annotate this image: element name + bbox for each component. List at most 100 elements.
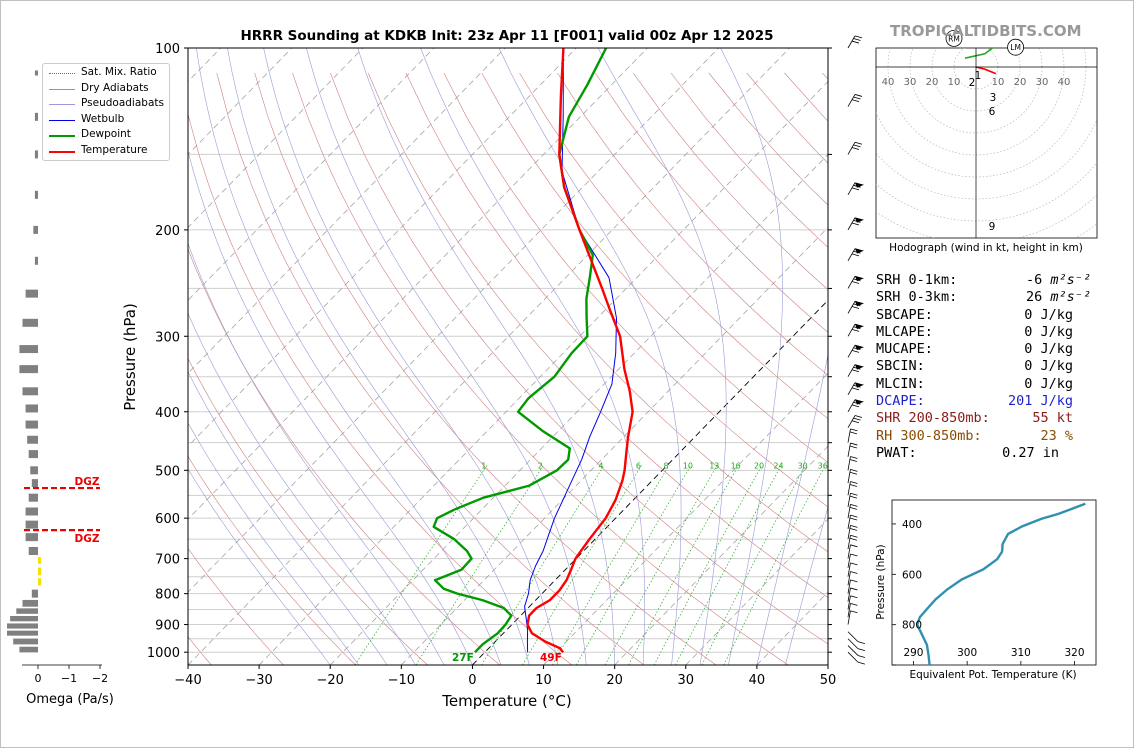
param-value: 0 J/kg — [1024, 323, 1073, 340]
wind-barb — [847, 468, 858, 484]
hodograph-caption: Hodograph (wind in kt, height in km) — [889, 242, 1083, 254]
barb-feather — [857, 648, 866, 652]
y-tick-label: 800 — [155, 588, 180, 603]
wind-barb — [847, 300, 864, 314]
barb-feather — [854, 248, 863, 252]
skewt-frame — [187, 47, 829, 666]
barb-staff — [847, 217, 856, 231]
mixing-ratio-line — [575, 464, 692, 665]
temperature-line — [526, 48, 634, 653]
isotherm — [543, 372, 828, 665]
omega-bar — [34, 150, 38, 159]
barb-feather — [849, 431, 858, 435]
moist-adiabat — [597, 48, 727, 665]
barb-staff — [847, 415, 856, 428]
param-label: DCAPE: — [876, 393, 925, 410]
moist-adiabat — [188, 468, 331, 665]
hodograph-ring-label: 40 — [882, 77, 895, 88]
barb-feather — [853, 184, 861, 188]
omega-tick-label: −1 — [61, 672, 77, 685]
barb-feather — [851, 99, 860, 103]
wind-barb — [847, 631, 866, 645]
omega-bar — [38, 557, 42, 564]
legend-item-temperature: Temperature — [47, 144, 167, 158]
mixing-ratio-label: 6 — [636, 461, 641, 470]
param-mlcin: MLCIN: 0 J/kg — [876, 376, 1091, 393]
mixing-ratio-label: 2 — [538, 461, 543, 470]
wind-barb — [847, 503, 858, 519]
barb-feather — [853, 38, 861, 41]
legend-item-dry-adiabats: Dry Adiabats — [47, 82, 167, 96]
mixing-ratio-line — [481, 464, 605, 665]
x-tick-label: −40 — [174, 673, 201, 688]
theta-e-line — [915, 502, 1086, 665]
param-value: 201 J/kg — [1007, 393, 1073, 410]
x-tick-label: 30 — [677, 673, 694, 688]
storm-motion-marker — [1007, 38, 1024, 56]
wind-barb — [847, 35, 863, 49]
legend-item-mixing-ratio: Sat. Mix. Ratio — [47, 66, 167, 80]
barb-feather — [850, 579, 858, 583]
barb-feather — [849, 527, 858, 531]
dry-adiabat — [405, 72, 828, 553]
barb-staff — [847, 645, 859, 656]
omega-bar — [25, 507, 38, 516]
dry-adiabat — [292, 72, 789, 665]
moist-adiabat — [227, 48, 530, 665]
barb-feather — [849, 537, 858, 541]
barb-staff — [847, 35, 856, 49]
wind-barb — [847, 544, 858, 559]
wind-barb — [847, 323, 864, 337]
barb-feather — [850, 492, 858, 496]
wind-barb — [847, 481, 858, 496]
x-tick-label: −20 — [317, 673, 344, 688]
omega-bar — [34, 112, 38, 121]
omega-bar — [25, 404, 38, 413]
omega-bar — [25, 289, 38, 298]
param-value: 23 % — [1040, 427, 1073, 444]
barb-feather — [851, 387, 860, 391]
barb-feather — [849, 495, 858, 499]
barb-staff — [847, 481, 851, 496]
barb-feather — [849, 506, 858, 510]
barb-staff — [847, 638, 859, 649]
theta-e-y-tick-label: 800 — [902, 620, 922, 632]
omega-bar — [31, 479, 38, 488]
barb-feather — [853, 417, 861, 421]
height-label: 9 — [989, 221, 996, 233]
barb-feather — [850, 428, 858, 432]
barb-feather — [851, 328, 860, 332]
omega-bar — [7, 623, 38, 629]
param-label: MUCAPE: — [876, 341, 933, 358]
y-tick-label: 500 — [155, 464, 180, 479]
wetbulb-line — [524, 48, 617, 653]
omega-bar — [13, 638, 38, 645]
theta-e-y-tick-label: 400 — [902, 519, 922, 531]
barb-feather — [853, 384, 861, 388]
barb-staff — [847, 651, 859, 663]
param-mlcape: MLCAPE: 0 J/kg — [876, 324, 1091, 341]
skewt-ylabel: Pressure (hPa) — [121, 303, 139, 411]
param-label: SRH 0-1km: — [876, 272, 958, 288]
theta-e-ylabel: Pressure (hPa) — [875, 544, 887, 619]
barb-feather — [854, 399, 863, 403]
theta-e-x-tick-label: 310 — [1011, 647, 1031, 659]
y-tick-label: 1000 — [147, 646, 180, 661]
hodograph-ring-label: 20 — [1014, 77, 1027, 88]
storm-motion-label: LM — [1010, 43, 1021, 52]
x-tick-label: 50 — [820, 673, 837, 688]
param-value: 0 J/kg — [1024, 375, 1073, 392]
dry-adiabat — [188, 455, 356, 665]
omega-bar — [34, 256, 38, 265]
mixing-ratio-line — [354, 464, 488, 665]
height-label: 2 — [969, 77, 976, 89]
mixing-ratio-label: 24 — [773, 461, 783, 470]
y-tick-label: 600 — [155, 512, 180, 527]
barb-feather — [854, 344, 863, 348]
theta-e-y-tick-label: 600 — [902, 569, 922, 581]
hodograph-ring-label: 20 — [926, 77, 939, 88]
mixing-ratio-line — [522, 464, 642, 665]
barb-feather — [853, 144, 861, 148]
param-label: SRH 0-3km: — [876, 289, 958, 306]
